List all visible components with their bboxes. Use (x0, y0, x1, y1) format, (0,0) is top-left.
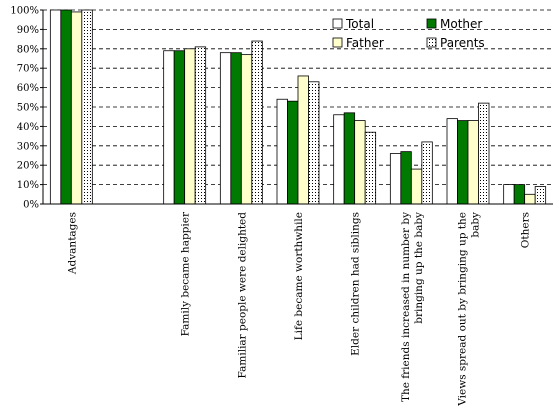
bar-father (240, 54, 253, 205)
bar-total (276, 98, 288, 205)
y-tick-label: 30% (17, 141, 39, 152)
y-tick-label: 0% (23, 200, 39, 211)
bar-total (163, 50, 175, 205)
bar-father (410, 168, 423, 205)
bar-parents (308, 81, 320, 205)
bar-total (389, 153, 402, 205)
y-tick-label: 10% (17, 180, 39, 191)
bar-mother (60, 9, 72, 205)
bar-mother (230, 52, 242, 205)
bar-father (184, 48, 196, 205)
legend-swatch-total (332, 18, 343, 29)
bar-mother (343, 112, 356, 205)
axes (40, 9, 553, 205)
y-tick-label: 20% (17, 161, 39, 172)
bar-father (524, 193, 536, 205)
bar-total (49, 9, 62, 205)
bar-parents (81, 9, 93, 205)
bar-total (446, 118, 458, 205)
bar-mother (400, 151, 412, 205)
x-category-label: baby (470, 212, 482, 238)
y-tick-label: 50% (17, 103, 39, 114)
legend-swatch-mother (426, 18, 437, 29)
x-category-label: Advantages (66, 212, 78, 275)
bar-parents (364, 131, 377, 205)
bar-mother (287, 100, 299, 205)
y-tick-label: 60% (17, 83, 39, 94)
y-tick-label: 80% (17, 44, 39, 55)
x-category-label: Elder children had siblings (350, 212, 362, 356)
bar-mother (513, 184, 526, 205)
x-category-label: Others (520, 212, 532, 248)
legend-swatch-father (332, 37, 343, 48)
bar-father (297, 75, 309, 205)
bar-total (333, 114, 345, 205)
legend-label-parents: Parents (440, 36, 485, 50)
bar-father (354, 120, 366, 205)
x-category-label: The friends increased in number by (400, 212, 412, 402)
y-tick-label: 100% (10, 6, 39, 17)
legend: Total Mother Father Parents (332, 17, 485, 50)
bar-father (467, 120, 479, 205)
y-tick-label: 90% (17, 25, 39, 36)
bar-parents (478, 102, 490, 205)
legend-label-father: Father (346, 36, 384, 50)
bars (49, 9, 547, 205)
legend-label-total: Total (345, 17, 374, 31)
bar-total (219, 52, 232, 205)
x-category-label: Life became worthwhile (293, 212, 305, 340)
x-category-labels: Advantages Family became happier Familiar … (66, 211, 531, 407)
y-tick-labels: 0% 10% 20% 30% 40% 50% 60% 70% 80% 90% 100% (10, 6, 39, 211)
x-category-label: bringing up the baby (413, 212, 425, 324)
y-tick-label: 40% (17, 122, 39, 133)
bar-total (503, 184, 515, 205)
bar-parents (421, 141, 433, 205)
legend-label-mother: Mother (440, 17, 482, 31)
bar-mother (457, 120, 469, 205)
bar-parents (534, 186, 547, 205)
bar-parents (194, 46, 207, 205)
legend-swatch-parents (426, 37, 437, 48)
bar-parents (251, 40, 263, 205)
bar-mother (173, 50, 186, 205)
x-category-label: Views spread out by bringing up the (457, 212, 469, 407)
y-tick-label: 70% (17, 64, 39, 75)
bar-father (70, 11, 83, 205)
x-category-label: Familiar people were delighted (236, 212, 248, 379)
x-category-label: Family became happier (180, 211, 192, 336)
